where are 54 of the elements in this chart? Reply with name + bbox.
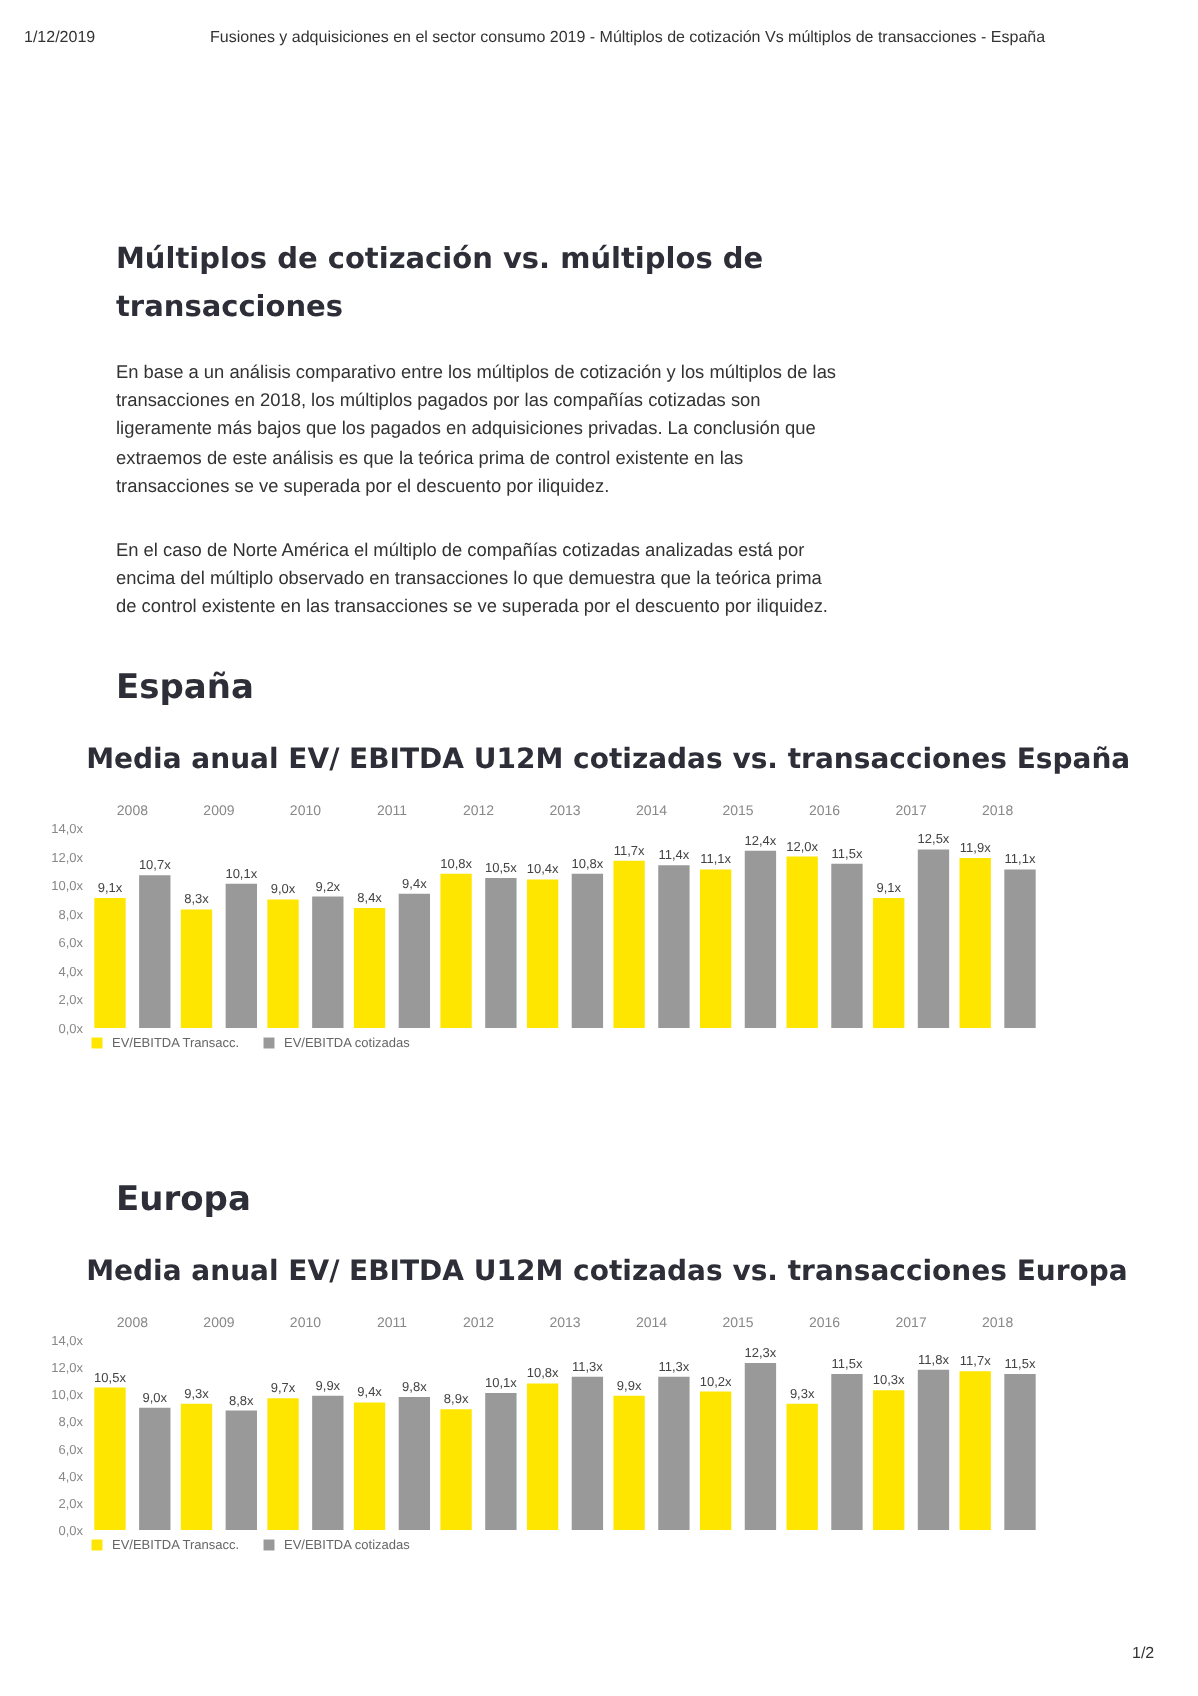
bar bbox=[613, 1395, 645, 1530]
text: Europa bbox=[116, 1180, 251, 1220]
bar bbox=[485, 1392, 517, 1530]
bar bbox=[959, 858, 991, 1028]
bar bbox=[440, 873, 472, 1028]
bar bbox=[917, 849, 950, 1028]
bar bbox=[139, 875, 171, 1028]
bar bbox=[873, 898, 905, 1028]
text: Fusiones y adquisiciones en el sector consumo 2019 - Múltiplos de cotización Vs múltiplos de transacciones - España bbox=[210, 28, 1048, 46]
chart-title: Media anual EV/ EBITDA U12M cotizadas vs. transacciones España bbox=[86, 744, 1131, 776]
bar bbox=[959, 1371, 991, 1530]
bar bbox=[180, 909, 213, 1028]
text: España bbox=[116, 668, 254, 708]
bar bbox=[267, 1398, 299, 1530]
bar bbox=[1004, 1373, 1036, 1530]
bar bbox=[225, 1410, 257, 1530]
bar bbox=[699, 869, 732, 1028]
bar bbox=[353, 908, 386, 1028]
bar bbox=[312, 896, 344, 1028]
bar bbox=[571, 873, 604, 1028]
text: En base a un análisis comparativo entre los múltiplos de cotización y los múltiplos de las transacciones en 2018, los múltiplos pagados por las compañías cotizadas son ligeramente más bajos que los pagados en adquisiciones privadas. La conclusión que extraemos de este análisis es que la teórica prima de control existente en las transacciones se ve superada por el descuento por iliquidez. bbox=[116, 360, 839, 500]
bar bbox=[658, 865, 690, 1028]
bar bbox=[353, 1402, 386, 1530]
bar bbox=[440, 1409, 472, 1530]
bar bbox=[180, 1403, 213, 1530]
bar bbox=[744, 850, 777, 1028]
text: 1/2 bbox=[1132, 1644, 1155, 1662]
bar bbox=[267, 899, 299, 1028]
chart-title: Media anual EV/ EBITDA U12M cotizadas vs. transacciones Europa bbox=[86, 1256, 1128, 1288]
bar bbox=[831, 1373, 863, 1530]
text: En el caso de Norte América el múltiplo de compañías cotizadas analizadas está por encima del múltiplo observado en transacciones lo que demuestra que la teórica prima de control existente en las transacciones se ve superada por el descuento por iliquidez. bbox=[116, 538, 830, 621]
bar bbox=[658, 1376, 690, 1530]
text: 1/12/2019 bbox=[24, 28, 96, 46]
bar bbox=[139, 1407, 171, 1530]
bar bbox=[571, 1376, 604, 1530]
bar bbox=[526, 1383, 559, 1530]
bar bbox=[485, 878, 517, 1028]
bar bbox=[786, 856, 818, 1028]
bar bbox=[225, 883, 257, 1028]
bar bbox=[917, 1369, 950, 1530]
bar bbox=[312, 1395, 344, 1530]
bar bbox=[526, 879, 559, 1028]
bar bbox=[744, 1363, 777, 1530]
bar bbox=[398, 1397, 431, 1530]
bar bbox=[94, 898, 126, 1028]
bar bbox=[398, 893, 431, 1028]
bar bbox=[94, 1387, 126, 1530]
bar bbox=[1004, 869, 1036, 1028]
bar bbox=[613, 860, 645, 1028]
text: Múltiplos de cotización vs. múltiplos de transacciones bbox=[116, 242, 766, 328]
bar bbox=[831, 863, 863, 1028]
bar bbox=[873, 1390, 905, 1530]
bar bbox=[699, 1391, 732, 1530]
bar bbox=[786, 1403, 818, 1530]
